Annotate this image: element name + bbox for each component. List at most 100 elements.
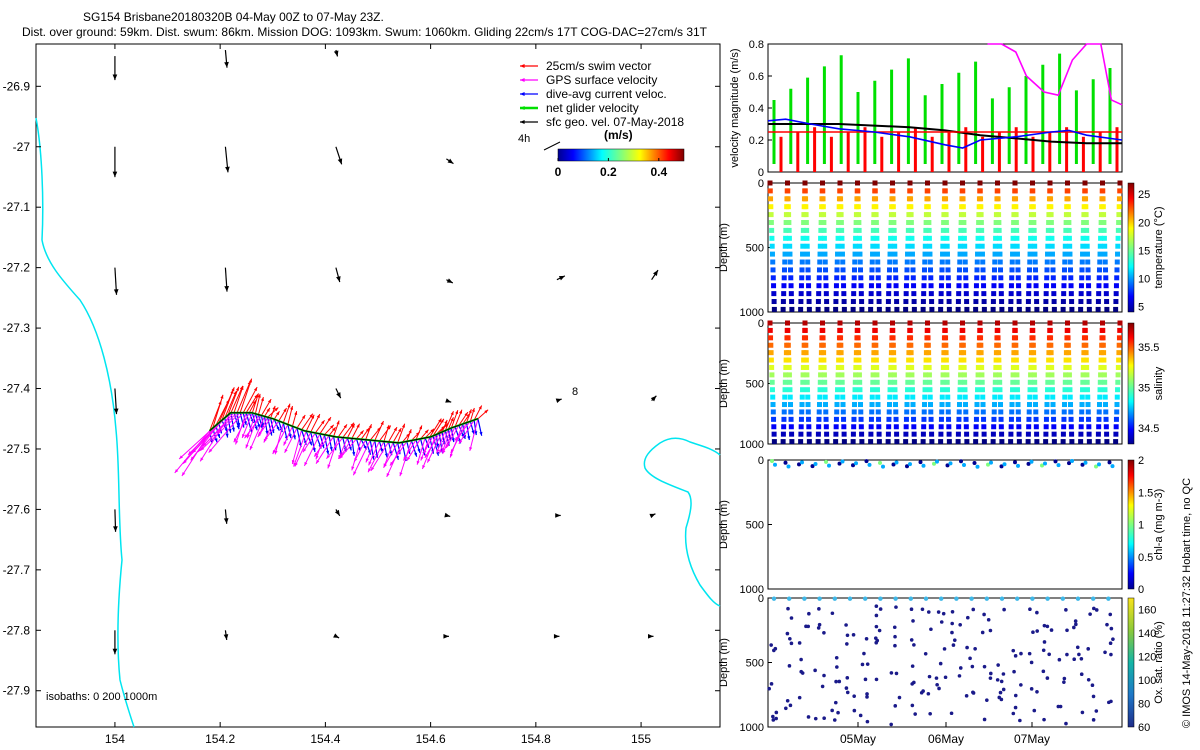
gps-vector	[233, 412, 250, 443]
profile-point	[806, 416, 812, 422]
profile-point	[993, 227, 999, 233]
swim-vector-head	[478, 405, 482, 410]
oxygen-point	[965, 645, 969, 650]
profile-point	[821, 350, 827, 356]
profile-point	[869, 409, 875, 415]
profile-point	[817, 387, 823, 393]
profile-point	[1033, 267, 1039, 273]
profile-point	[1082, 320, 1088, 326]
profile-point	[996, 235, 1002, 241]
profile-point	[978, 350, 984, 356]
oxygen-point	[834, 679, 838, 684]
profile-point	[997, 379, 1003, 385]
profile-point	[1097, 387, 1103, 393]
dac-vector-head	[414, 452, 417, 457]
profile-point	[802, 180, 808, 186]
profile-point	[1098, 235, 1104, 241]
oxygen-point	[1103, 650, 1107, 655]
profile-point	[890, 320, 895, 326]
profile-point	[1098, 364, 1104, 370]
depth-colorbar-tick-label: 35	[1138, 383, 1150, 395]
profile-point	[925, 320, 930, 326]
profile-point	[868, 291, 874, 297]
profile-point	[803, 212, 809, 218]
oxygen-point	[951, 643, 956, 647]
profile-point	[1097, 394, 1103, 400]
oxygen-point	[1045, 624, 1050, 629]
profile-point	[993, 364, 999, 370]
oxygen-point	[1086, 677, 1091, 682]
profile-point	[976, 220, 982, 226]
profile-point	[975, 251, 981, 257]
profile-point	[818, 235, 824, 241]
profile-point	[890, 196, 896, 202]
gps-vector	[293, 431, 307, 467]
oxygen-point	[1041, 648, 1046, 653]
oxygen-point	[774, 716, 778, 721]
profile-point	[956, 283, 962, 289]
profile-point	[1068, 283, 1074, 289]
gps-vector-head	[198, 448, 202, 452]
profile-point	[839, 243, 845, 249]
profile-point	[926, 372, 932, 378]
profile-point	[821, 227, 827, 233]
swim-vector-head	[316, 414, 320, 419]
profile-point	[955, 431, 961, 437]
profile-point	[945, 275, 951, 281]
profile-point	[804, 364, 810, 370]
profile-point	[991, 275, 997, 281]
profile-point	[868, 424, 874, 430]
profile-point	[855, 196, 861, 202]
dac-vector-head	[467, 436, 471, 440]
profile-point	[835, 364, 841, 370]
profile-point	[785, 320, 790, 326]
oxygen-point	[1042, 717, 1046, 722]
profile-point	[1095, 431, 1101, 437]
profile-point	[886, 424, 892, 430]
profile-point	[1086, 424, 1092, 430]
chl-point	[824, 459, 828, 464]
oxygen-point	[1091, 694, 1096, 699]
velocity-series-line	[987, 43, 1123, 106]
profile-point	[893, 291, 899, 297]
profile-point	[851, 283, 857, 289]
profile-point	[850, 431, 856, 437]
gps-vector-head	[183, 459, 187, 464]
title-line-1: SG154 Brisbane20180320B 04-May 00Z to 07…	[83, 10, 384, 24]
oxygen-point	[1031, 630, 1035, 635]
profile-point	[975, 364, 981, 370]
profile-point	[1104, 306, 1110, 312]
chl-point	[783, 460, 788, 465]
profile-point	[939, 275, 945, 281]
profile-point	[816, 424, 822, 430]
profile-point	[1086, 291, 1092, 297]
profile-point	[768, 350, 774, 356]
colorbar-title: (m/s)	[604, 128, 633, 142]
profile-point	[998, 424, 1004, 430]
profile-point	[1067, 387, 1073, 393]
profile-point	[868, 283, 874, 289]
profile-point	[768, 196, 774, 202]
profile-point	[1061, 402, 1067, 408]
profile-point	[1008, 431, 1014, 437]
gps-vector-head	[420, 456, 424, 461]
profile-point	[1048, 335, 1054, 341]
profile-point	[835, 372, 841, 378]
profile-point	[873, 357, 879, 363]
profile-point	[908, 335, 914, 341]
profile-point	[887, 251, 893, 257]
swim-vector-head	[368, 424, 372, 429]
gps-vector	[178, 425, 217, 460]
oxygen-point	[970, 664, 975, 669]
profile-point	[1008, 439, 1014, 445]
oxygen-point	[1094, 608, 1099, 612]
profile-point	[1030, 327, 1036, 333]
depth-y-tick-label: 1000	[740, 722, 764, 734]
chl-point	[1053, 459, 1058, 464]
profile-point	[1031, 364, 1037, 370]
gps-vector-head	[315, 455, 319, 460]
profile-point	[944, 387, 950, 393]
profile-point	[768, 342, 774, 348]
